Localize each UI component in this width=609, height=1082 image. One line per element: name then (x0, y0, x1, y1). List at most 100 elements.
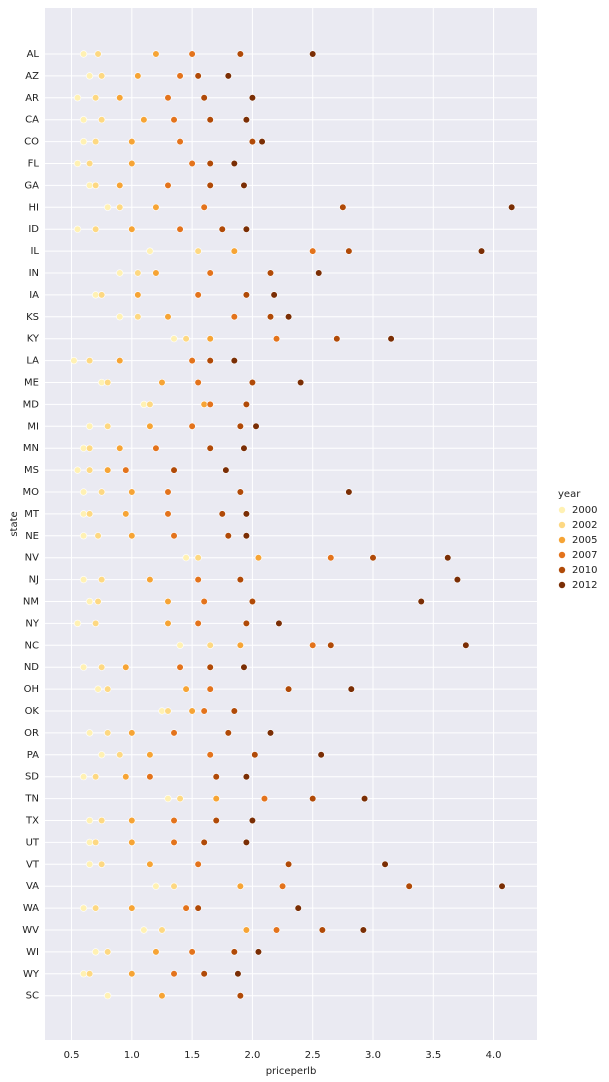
legend-marker (558, 521, 566, 529)
point (134, 291, 142, 299)
point (86, 72, 94, 80)
point (248, 816, 257, 825)
point (79, 444, 88, 452)
y-tick-label: OK (25, 706, 40, 717)
point (152, 203, 160, 211)
point (98, 663, 106, 671)
point (86, 444, 94, 452)
point (128, 532, 136, 540)
point (230, 159, 238, 168)
point (98, 488, 106, 496)
y-tick-label: WY (23, 969, 40, 980)
point (242, 838, 250, 847)
point (92, 291, 100, 299)
y-tick-label: PA (27, 750, 39, 761)
point (188, 159, 196, 168)
point (164, 488, 172, 496)
y-tick-label: NM (23, 597, 39, 608)
point (236, 882, 244, 890)
point (194, 575, 202, 584)
point (86, 466, 94, 474)
point (194, 378, 202, 387)
point (284, 685, 293, 693)
point (122, 466, 130, 474)
point (200, 94, 208, 102)
point (128, 159, 136, 168)
point (86, 159, 94, 168)
point (164, 707, 172, 715)
point (248, 378, 257, 387)
point (242, 926, 250, 934)
y-tick-label: MN (23, 443, 39, 454)
point (79, 773, 88, 781)
point (122, 773, 130, 781)
point (230, 948, 238, 956)
point (104, 948, 112, 956)
point (242, 773, 250, 781)
point (116, 751, 124, 759)
point (92, 904, 100, 912)
point (92, 838, 100, 847)
point (206, 685, 214, 693)
point (194, 904, 202, 912)
point (128, 904, 136, 912)
point (176, 663, 184, 671)
point (236, 488, 244, 496)
point (98, 751, 106, 759)
y-tick-label: MD (23, 399, 40, 410)
point (98, 575, 106, 584)
point (182, 554, 190, 562)
point (272, 335, 281, 343)
point (128, 138, 136, 146)
x-tick-label: 3.5 (425, 1050, 441, 1061)
y-tick-label: KS (26, 312, 39, 323)
point (92, 181, 100, 189)
y-tick-label: CA (25, 115, 39, 126)
point (86, 181, 94, 189)
y-tick-label: OR (24, 728, 39, 739)
point (128, 488, 136, 496)
point (170, 335, 178, 343)
point (200, 838, 208, 847)
point (360, 794, 369, 803)
point (242, 510, 250, 518)
point (272, 926, 281, 934)
point (498, 882, 506, 890)
point (98, 116, 106, 124)
point (240, 663, 248, 671)
point (345, 247, 353, 255)
point (236, 422, 244, 430)
point (248, 94, 257, 102)
point (104, 422, 112, 430)
point (369, 554, 377, 562)
point (92, 94, 100, 102)
point (140, 116, 148, 124)
point (86, 422, 94, 430)
point (200, 203, 208, 211)
legend-label: 2002 (572, 520, 597, 531)
point (158, 992, 166, 1000)
point (194, 860, 202, 868)
point (242, 619, 250, 628)
point (146, 860, 154, 868)
plot-area (45, 8, 537, 1040)
y-tick-label: IN (29, 268, 39, 279)
legend-title: year (558, 489, 581, 500)
point (309, 794, 317, 803)
point (98, 72, 106, 80)
point (98, 378, 106, 387)
point (164, 510, 172, 518)
point (234, 970, 242, 978)
point (94, 532, 102, 540)
point (104, 685, 112, 693)
point (212, 816, 220, 825)
x-tick-label: 1.0 (124, 1050, 140, 1061)
point (104, 203, 112, 211)
legend-marker (558, 551, 566, 559)
point (182, 335, 190, 343)
point (206, 181, 214, 189)
point (254, 554, 263, 562)
point (206, 159, 214, 168)
point (248, 138, 257, 146)
